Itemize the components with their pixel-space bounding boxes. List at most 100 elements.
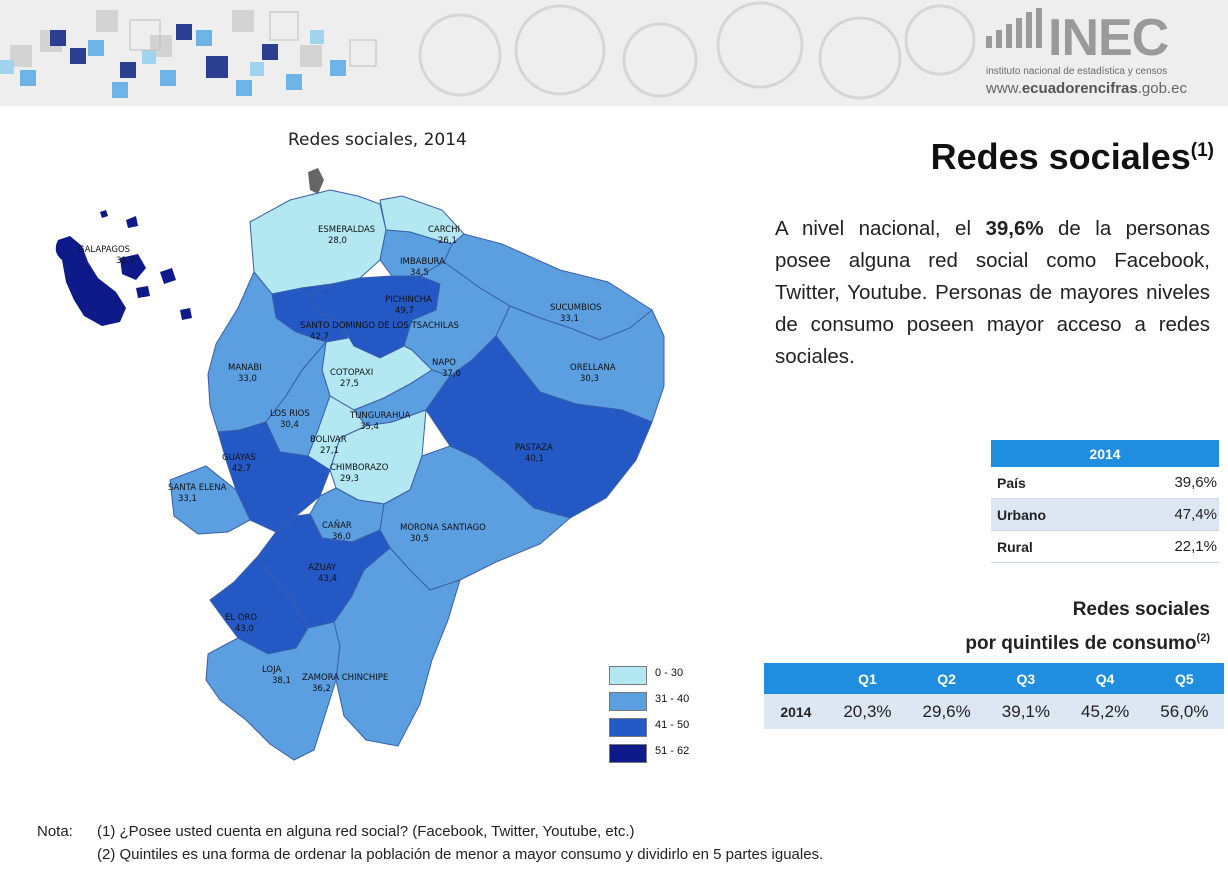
row-value: 39,6% [1116,467,1219,499]
table-row: 2014 20,3% 29,6% 39,1% 45,2% 56,0% [764,694,1224,729]
table-row: Urbano 47,4% [991,498,1219,531]
province-value-label: 29,3 [340,474,359,484]
logo-url[interactable]: www.ecuadorencifras.gob.ec [986,80,1187,97]
header-q4: Q4 [1065,663,1145,694]
province-name-label: AZUAY [308,563,337,573]
note-1: (1) ¿Posee usted cuenta en alguna red so… [97,823,635,840]
area-table-header: 2014 [991,440,1219,467]
row-label: País [991,467,1117,499]
logo-subtitle: instituto nacional de estadística y cens… [986,66,1168,77]
map-title: Redes sociales, 2014 [288,130,467,150]
province-name-label: SANTO DOMINGO DE LOS TSACHILAS [300,321,459,331]
province-name-label: EL ORO [225,613,257,623]
province-name-label: COTOPAXI [330,368,373,378]
province-value-label: 33,0 [238,374,257,384]
province-name-label: MORONA SANTIAGO [400,523,486,533]
province-name-label: LOS RIOS [270,409,310,419]
banner-pattern [0,1,976,100]
legend-label: 0 - 30 [655,667,684,679]
value-q4: 45,2% [1065,694,1145,729]
province-name-label: PICHINCHA [385,295,432,305]
row-value: 47,4% [1116,498,1219,531]
value-q2: 29,6% [907,694,987,729]
province-name-label: BOLIVAR [310,435,347,445]
province-value-label: 31,7 [116,256,135,266]
province-value-label: 36,0 [332,532,351,542]
legend-item: 31 - 40 [609,692,719,718]
legend-swatch [609,744,647,763]
province-name-label: CHIMBORAZO [330,463,389,473]
province-value-label: 27,1 [320,446,339,456]
province-value-label: 42,7 [232,464,251,474]
legend-swatch [609,666,647,685]
northern-coast-detail [308,168,324,194]
map-legend: 0 - 30 31 - 40 41 - 50 51 - 62 [609,666,719,770]
row-label: 2014 [764,694,828,729]
quintile-header-row: Q1 Q2 Q3 Q4 Q5 [764,663,1224,694]
value-q3: 39,1% [986,694,1066,729]
legend-label: 41 - 50 [655,719,690,731]
province-morona-santiago [379,445,572,591]
page-title-footnote: (1) [1190,140,1214,161]
logo-bars-icon [986,8,1042,48]
province-value-label: 35,4 [360,422,379,432]
province-value-label: 30,3 [580,374,599,384]
summary-after: de la personas posee alguna red social c… [775,217,1210,368]
legend-swatch [609,718,647,737]
summary-highlight: 39,6% [985,217,1044,240]
province-value-label: 37,0 [442,369,461,379]
page-title-text: Redes sociales [930,136,1191,177]
table-row: País 39,6% [991,467,1219,499]
province-value-label: 36,2 [312,684,331,694]
province-name-label: MANABI [228,363,262,373]
header-q2: Q2 [907,663,987,694]
galapagos-islands [55,210,192,326]
province-value-label: 40,1 [525,454,544,464]
summary-paragraph: A nivel nacional, el 39,6% de la persona… [775,213,1210,373]
logo-url-prefix: www. [986,80,1022,97]
quintile-title-line2-wrap: por quintiles de consumo(2) [965,624,1210,658]
province-value-label: 26,1 [438,236,457,246]
province-loja [205,621,341,761]
legend-item: 41 - 50 [609,718,719,744]
quintile-title-footnote: (2) [1196,632,1210,644]
logo-name: INEC [1048,9,1169,67]
province-santa-elena [169,465,251,535]
province-name-label: SANTA ELENA [168,483,227,493]
page-title: Redes sociales(1) [931,136,1214,178]
header-q1: Q1 [827,663,908,694]
province-name-label: ZAMORA CHINCHIPE [302,673,388,683]
province-value-label: 28,0 [328,236,347,246]
logo-url-suffix: .gob.ec [1137,80,1187,97]
note-2: (2) Quintiles es una forma de ordenar la… [97,846,824,863]
province-value-label: 30,4 [280,420,299,430]
value-q1: 20,3% [827,694,908,729]
row-value: 22,1% [1116,530,1219,563]
legend-item: 51 - 62 [609,744,719,770]
province-name-label: CARCHI [428,225,460,235]
province-name-label: IMBABURA [400,257,445,267]
table-row: Rural 22,1% [991,530,1219,563]
province-name-label: GALAPAGOS [78,245,130,255]
legend-label: 51 - 62 [655,745,690,757]
province-name-label: SUCUMBIOS [550,303,602,313]
header-banner: INEC instituto nacional de estadística y… [0,0,1228,106]
province-value-label: 49,7 [395,306,414,316]
quintile-title-line2: por quintiles de consumo [965,633,1197,654]
province-value-label: 43,4 [318,574,337,584]
province-value-label: 30,5 [410,534,429,544]
province-name-label: LOJA [262,665,281,675]
header-blank [764,663,828,694]
province-name-label: ORELLANA [570,363,616,373]
notes-label: Nota: [37,823,73,840]
province-value-label: 42,7 [310,332,329,342]
header-q3: Q3 [986,663,1066,694]
province-value-label: 33,1 [178,494,197,504]
header-q5: Q5 [1144,663,1224,694]
quintile-table: Q1 Q2 Q3 Q4 Q5 2014 20,3% 29,6% 39,1% 45… [764,663,1224,729]
quintile-table-title: Redes sociales por quintiles de consumo(… [965,596,1210,658]
value-q5: 56,0% [1144,694,1224,729]
province-name-label: PASTAZA [515,443,553,453]
province-name-label: CAÑAR [322,520,352,531]
